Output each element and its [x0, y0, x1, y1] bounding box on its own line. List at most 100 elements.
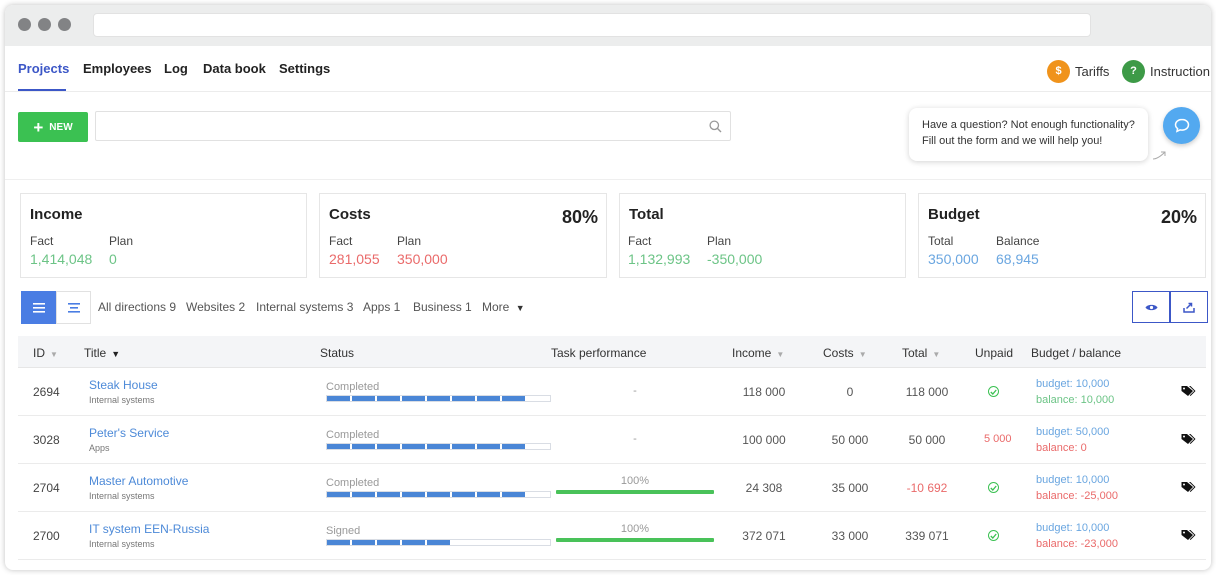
filter-websites[interactable]: Websites 2: [186, 300, 246, 314]
status-segment: [452, 540, 477, 545]
status-segment: [327, 540, 352, 545]
status-segment: [477, 540, 502, 545]
project-title-link[interactable]: Peter's Service: [89, 426, 170, 440]
tags-icon[interactable]: [1181, 529, 1196, 544]
balance-value: balance: -23,000: [1036, 538, 1118, 550]
window-maximize-dot[interactable]: [58, 18, 71, 31]
total-card: Total Fact Plan 1,132,993 -350,000: [619, 193, 906, 278]
project-title-link[interactable]: IT system EEN-Russia: [89, 522, 210, 536]
sort-down-icon: ▼: [776, 350, 785, 359]
compact-view-button[interactable]: [56, 291, 91, 324]
column-income[interactable]: Income ▼: [732, 346, 784, 360]
tags-icon[interactable]: [1181, 433, 1196, 448]
export-button[interactable]: [1170, 291, 1208, 323]
search-input[interactable]: [95, 111, 731, 141]
project-title-link[interactable]: Steak House: [89, 378, 158, 392]
task-performance: -: [633, 433, 637, 445]
window-minimize-dot[interactable]: [38, 18, 51, 31]
filter-all-directions[interactable]: All directions 9: [98, 300, 177, 314]
status-segment: [427, 444, 452, 449]
column-income-label: Income: [732, 346, 772, 360]
status-segment: [402, 444, 427, 449]
status-segment: [452, 444, 477, 449]
table-row[interactable]: 2704 Master Automotive Internal systems Com…: [18, 464, 1206, 512]
balance-value: balance: -25,000: [1036, 490, 1118, 502]
budget-card: Budget 20% Total Balance 350,000 68,945: [918, 193, 1206, 278]
table-row[interactable]: 3028 Peter's Service Apps Completed - 100 000…: [18, 416, 1206, 464]
filter-more[interactable]: More ▼: [482, 300, 525, 314]
filter-apps[interactable]: Apps 1: [363, 300, 401, 314]
table-row[interactable]: 2694 Steak House Internal systems Completed…: [18, 368, 1206, 416]
status-progress-bar: [326, 443, 551, 450]
column-costs[interactable]: Costs ▼: [823, 346, 867, 360]
list-view-button[interactable]: [21, 291, 56, 324]
column-unpaid: Unpaid: [975, 346, 1014, 360]
income-plan-label: Plan: [109, 234, 134, 248]
costs-fact-value: 281,055: [329, 251, 380, 267]
task-performance: 100%: [556, 523, 714, 542]
status-segment: [352, 540, 377, 545]
row-title-cell: Steak House Internal systems: [89, 378, 158, 405]
filter-business[interactable]: Business 1: [413, 300, 472, 314]
row-title-cell: Peter's Service Apps: [89, 426, 169, 453]
dollar-icon: $: [1047, 59, 1070, 83]
performance-label: 100%: [620, 475, 650, 487]
paid-check-icon: [988, 482, 999, 493]
filter-internal-systems[interactable]: Internal systems 3: [256, 300, 354, 314]
toggle-visibility-button[interactable]: [1132, 291, 1170, 323]
tab-projects[interactable]: Projects: [18, 61, 70, 76]
budget-percent: 20%: [1160, 207, 1197, 227]
budget-value: budget: 10,000: [1036, 474, 1110, 486]
column-title[interactable]: Title ▼: [84, 346, 120, 360]
balance-value: balance: 10,000: [1036, 394, 1115, 406]
help-tooltip: Have a question? Not enough functionalit…: [909, 108, 1148, 161]
costs-value: 50 000: [831, 433, 869, 447]
total-value: -10 692: [906, 481, 948, 495]
new-project-button[interactable]: + NEW: [18, 112, 88, 142]
row-title-cell: Master Automotive Internal systems: [89, 474, 188, 501]
tags-icon[interactable]: [1181, 481, 1196, 496]
instruction-label: Instruction: [1150, 63, 1210, 79]
total-title: Total: [629, 206, 664, 223]
list-icon: [32, 302, 45, 313]
total-plan-label: Plan: [707, 234, 732, 248]
tab-data-book[interactable]: Data book: [203, 61, 266, 76]
status-segment: [402, 492, 427, 497]
tab-employees[interactable]: Employees: [83, 61, 152, 76]
status-segment: [477, 396, 502, 401]
costs-fact-label: Fact: [329, 234, 353, 248]
window-close-dot[interactable]: [18, 18, 31, 31]
income-value: 24 308: [745, 481, 783, 495]
status-segment: [402, 540, 427, 545]
search-icon[interactable]: [709, 120, 722, 133]
sort-down-icon: ▼: [932, 350, 941, 359]
budget-value: budget: 50,000: [1036, 426, 1110, 438]
status-cell: Completed: [326, 381, 551, 402]
column-total[interactable]: Total ▼: [902, 346, 940, 360]
column-task-performance: Task performance: [551, 346, 647, 360]
help-line-1: Have a question? Not enough functionalit…: [922, 119, 1135, 131]
instruction-link[interactable]: ? Instruction: [1122, 59, 1210, 83]
chat-bubble-icon: [1174, 118, 1189, 133]
column-status: Status: [320, 346, 355, 360]
income-title: Income: [30, 206, 83, 223]
chat-button[interactable]: [1163, 107, 1200, 144]
costs-plan-value: 350,000: [397, 251, 448, 267]
row-id: 2704: [33, 481, 60, 495]
budget-balance-cell: budget: 10,000 balance: 10,000: [1036, 376, 1114, 408]
total-value: 339 071: [905, 529, 949, 543]
income-fact-value: 1,414,048: [30, 251, 93, 267]
task-performance: 100%: [556, 475, 714, 494]
tab-settings[interactable]: Settings: [279, 61, 331, 76]
column-id[interactable]: ID ▼: [33, 346, 58, 360]
active-tab-indicator: [18, 89, 66, 91]
table-row[interactable]: 2700 IT system EEN-Russia Internal systems…: [18, 512, 1206, 560]
address-bar[interactable]: [93, 13, 1091, 37]
tags-icon[interactable]: [1181, 385, 1196, 400]
status-segment: [477, 492, 502, 497]
tariffs-link[interactable]: $ Tariffs: [1047, 59, 1109, 83]
status-segment: [527, 396, 550, 401]
paid-check-icon: [988, 386, 999, 397]
project-title-link[interactable]: Master Automotive: [89, 474, 189, 488]
tab-log[interactable]: Log: [164, 61, 188, 76]
